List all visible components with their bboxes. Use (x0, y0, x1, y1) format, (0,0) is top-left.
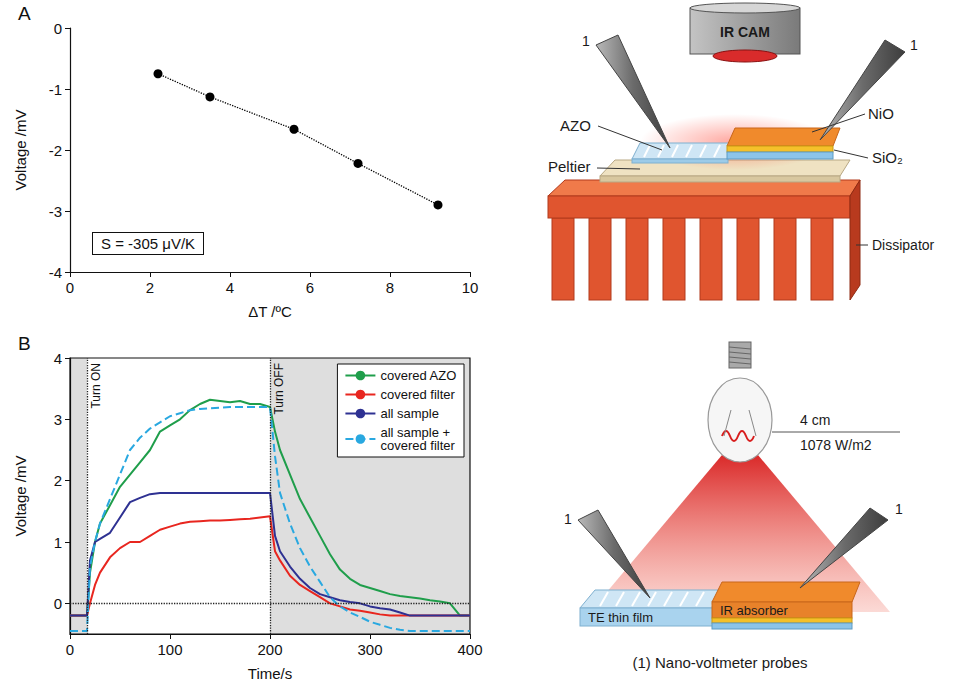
svg-text:IR CAM: IR CAM (720, 24, 770, 40)
svg-text:Peltier: Peltier (548, 158, 591, 175)
svg-text:NiO: NiO (868, 105, 894, 122)
svg-text:0: 0 (54, 595, 62, 612)
svg-text:Voltage /mV: Voltage /mV (12, 110, 29, 191)
svg-text:8: 8 (386, 279, 394, 296)
svg-text:Turn ON: Turn ON (89, 363, 103, 409)
svg-text:AZO: AZO (560, 117, 591, 134)
svg-text:0: 0 (66, 641, 74, 658)
svg-text:1078 W/m2: 1078 W/m2 (800, 437, 872, 453)
svg-text:2: 2 (54, 472, 62, 489)
svg-text:-2: -2 (49, 142, 62, 159)
svg-text:Dissipator: Dissipator (872, 237, 935, 253)
svg-text:covered filter: covered filter (380, 387, 455, 402)
svg-text:4: 4 (54, 350, 62, 367)
svg-text:1: 1 (582, 33, 590, 49)
svg-text:-4: -4 (49, 264, 62, 281)
svg-text:IR absorber: IR absorber (720, 603, 789, 618)
svg-text:1: 1 (895, 501, 903, 517)
svg-text:-1: -1 (49, 81, 62, 98)
svg-text:1: 1 (54, 534, 62, 551)
html-text:B: B (18, 333, 31, 354)
svg-text:4 cm: 4 cm (800, 412, 830, 428)
svg-text:(1) Nano-voltmeter probes: (1) Nano-voltmeter probes (632, 654, 807, 671)
svg-text:1: 1 (910, 37, 918, 53)
svg-text:SiO₂: SiO₂ (872, 149, 903, 166)
html-text:A: A (18, 3, 31, 24)
svg-text:2: 2 (146, 279, 154, 296)
svg-text:Time/s: Time/s (248, 665, 292, 682)
svg-text:400: 400 (457, 641, 482, 658)
svg-text:200: 200 (257, 641, 282, 658)
svg-text:300: 300 (357, 641, 382, 658)
html-text:S = -305 μV/K: S = -305 μV/K (101, 235, 196, 252)
svg-text:Voltage /mV: Voltage /mV (12, 456, 29, 537)
svg-text:-3: -3 (49, 203, 62, 220)
svg-text:ΔT /ºC: ΔT /ºC (248, 303, 292, 320)
svg-text:covered filter: covered filter (380, 438, 455, 453)
svg-text:covered AZO: covered AZO (380, 368, 456, 383)
svg-text:TE thin film: TE thin film (588, 610, 653, 625)
svg-text:all sample: all sample (380, 406, 439, 421)
svg-text:10: 10 (462, 279, 479, 296)
svg-text:Turn OFF: Turn OFF (272, 363, 286, 415)
svg-text:0: 0 (66, 279, 74, 296)
svg-text:4: 4 (226, 279, 234, 296)
svg-text:1: 1 (564, 511, 572, 527)
svg-text:3: 3 (54, 411, 62, 428)
svg-text:100: 100 (157, 641, 182, 658)
svg-text:6: 6 (306, 279, 314, 296)
svg-text:0: 0 (54, 20, 62, 37)
svg-text:all sample +: all sample + (380, 425, 451, 440)
